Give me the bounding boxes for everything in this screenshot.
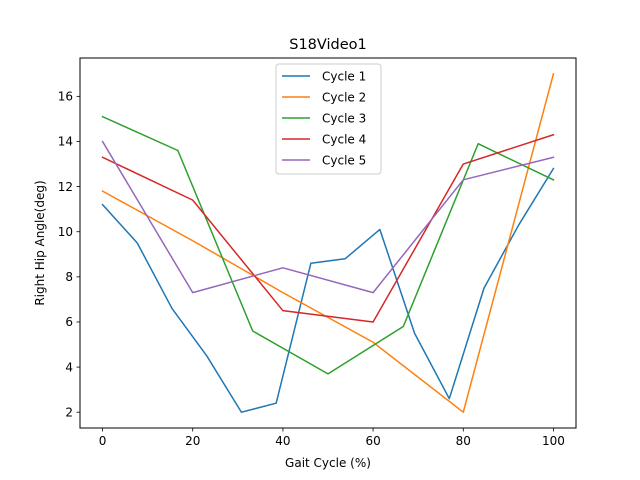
y-tick-label: 8 (65, 270, 73, 284)
x-tick-label: 60 (365, 434, 380, 448)
legend-label-cycle-1: Cycle 1 (322, 70, 366, 84)
y-tick-label: 2 (65, 405, 73, 419)
series-line-cycle-4 (101, 133, 555, 323)
x-tick-label: 80 (456, 434, 471, 448)
legend-label-cycle-3: Cycle 3 (322, 112, 366, 126)
series-line-cycle-2 (101, 72, 555, 413)
y-tick-label: 16 (58, 90, 73, 104)
series-line-cycle-5 (101, 140, 555, 294)
y-axis-ticks: 2 4 6 8 10 12 14 16 (58, 90, 80, 419)
x-tick-label: 0 (99, 434, 107, 448)
y-tick-label: 10 (58, 225, 73, 239)
legend-box (275, 63, 382, 175)
x-axis-ticks: 0 20 40 60 80 100 (99, 428, 565, 448)
x-axis-label: Gait Cycle (%) (285, 456, 371, 470)
series-line-cycle-1 (101, 167, 555, 413)
y-tick-label: 6 (65, 315, 73, 329)
y-tick-label: 14 (58, 135, 73, 149)
legend-label-cycle-2: Cycle 2 (322, 91, 366, 105)
legend-label-cycle-4: Cycle 4 (322, 133, 366, 147)
y-tick-label: 4 (65, 360, 73, 374)
legend: Cycle 1 Cycle 2 Cycle 3 Cycle 4 Cycle 5 (275, 63, 382, 175)
series-line-cycle-3 (101, 115, 555, 375)
legend-label-cycle-5: Cycle 5 (322, 154, 366, 168)
x-tick-label: 100 (542, 434, 565, 448)
chart-title: S18Video1 (289, 37, 367, 53)
plot-lines (101, 72, 555, 413)
plot-frame (79, 57, 577, 429)
y-tick-label: 12 (58, 180, 73, 194)
y-axis-label: Right Hip Angle(deg) (33, 180, 47, 305)
x-tick-label: 20 (185, 434, 200, 448)
x-tick-label: 40 (275, 434, 290, 448)
